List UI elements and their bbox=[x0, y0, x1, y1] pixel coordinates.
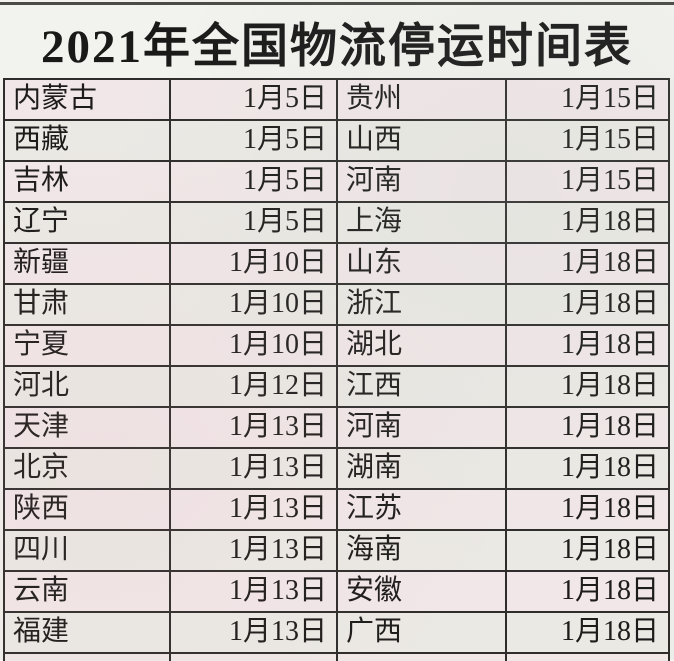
table-row: 西藏 1月5日 山西 1月15日 bbox=[5, 121, 668, 162]
region-cell: 广西 bbox=[338, 613, 507, 652]
date-cell: 1月18日 bbox=[560, 493, 659, 524]
shutdown-schedule-table: 内蒙古 1月5日 贵州 1月15日 西藏 1月5日 山西 1月15日 吉林 1月… bbox=[3, 78, 670, 661]
region-cell: 河南 bbox=[338, 408, 507, 447]
region-cell: 安徽 bbox=[338, 572, 507, 611]
date-cell: 1月5日 bbox=[171, 162, 338, 201]
table-row: 北京 1月13日 湖南 1月18日 bbox=[5, 449, 668, 490]
region-cell: 贵州 bbox=[338, 80, 507, 119]
region-cell: 辽宁 bbox=[5, 203, 171, 242]
region-cell: 天津 bbox=[5, 408, 171, 447]
date-cell: 1月13日 bbox=[171, 531, 338, 570]
region-cell: 吉林 bbox=[5, 162, 171, 201]
region-cell: 陕西 bbox=[5, 490, 171, 529]
date-cell: 1月18日 bbox=[560, 288, 659, 319]
date-cell: 1月10日 bbox=[171, 326, 338, 365]
date-cell: 1月12日 bbox=[171, 367, 338, 406]
region-cell: 云南 bbox=[5, 572, 171, 611]
date-cell: 1月13日 bbox=[171, 449, 338, 488]
region-cell: 甘肃 bbox=[5, 285, 171, 324]
title-bar: 2021年全国物流停运时间表 bbox=[0, 5, 674, 78]
date-cell: 1月10日 bbox=[171, 244, 338, 283]
date-cell: 1月18日 bbox=[560, 329, 659, 360]
region-cell: 河北 bbox=[5, 367, 171, 406]
date-cell: 1月5日 bbox=[171, 80, 338, 119]
date-cell: 1月5日 bbox=[171, 203, 338, 242]
region-cell: 山东 bbox=[338, 244, 507, 283]
region-cell: 海南 bbox=[338, 531, 507, 570]
date-cell: 1月15日 bbox=[560, 83, 659, 114]
table-row: 宁夏 1月10日 湖北 1月18日 bbox=[5, 326, 668, 367]
table-row-cutoff bbox=[5, 654, 668, 661]
region-cell: 河南 bbox=[338, 162, 507, 201]
photo-top-edge-line bbox=[0, 2, 674, 5]
table-row: 辽宁 1月5日 上海 1月18日 bbox=[5, 203, 668, 244]
date-cell: 1月18日 bbox=[560, 575, 659, 606]
table-row: 福建 1月13日 广西 1月18日 bbox=[5, 613, 668, 654]
date-cell: 1月15日 bbox=[560, 124, 659, 155]
table-row: 内蒙古 1月5日 贵州 1月15日 bbox=[5, 80, 668, 121]
region-cell: 浙江 bbox=[338, 285, 507, 324]
date-cell: 1月13日 bbox=[171, 408, 338, 447]
region-cell bbox=[338, 654, 507, 661]
date-cell: 1月18日 bbox=[560, 616, 659, 647]
date-cell: 1月18日 bbox=[560, 411, 659, 442]
date-cell: 1月18日 bbox=[560, 452, 659, 483]
date-cell bbox=[171, 654, 338, 661]
region-cell: 山西 bbox=[338, 121, 507, 160]
region-cell: 湖北 bbox=[338, 326, 507, 365]
table-row: 陕西 1月13日 江苏 1月18日 bbox=[5, 490, 668, 531]
table-row: 吉林 1月5日 河南 1月15日 bbox=[5, 162, 668, 203]
table-row: 甘肃 1月10日 浙江 1月18日 bbox=[5, 285, 668, 326]
date-cell: 1月18日 bbox=[560, 206, 659, 237]
table-row: 四川 1月13日 海南 1月18日 bbox=[5, 531, 668, 572]
date-cell: 1月18日 bbox=[560, 370, 659, 401]
date-cell: 1月10日 bbox=[171, 285, 338, 324]
region-cell: 江西 bbox=[338, 367, 507, 406]
table-row: 河北 1月12日 江西 1月18日 bbox=[5, 367, 668, 408]
region-cell: 北京 bbox=[5, 449, 171, 488]
date-cell: 1月18日 bbox=[560, 247, 659, 278]
date-cell: 1月18日 bbox=[560, 534, 659, 565]
region-cell: 湖南 bbox=[338, 449, 507, 488]
region-cell: 福建 bbox=[5, 613, 171, 652]
table-row: 云南 1月13日 安徽 1月18日 bbox=[5, 572, 668, 613]
date-cell: 1月13日 bbox=[171, 572, 338, 611]
region-cell: 上海 bbox=[338, 203, 507, 242]
date-cell: 1月13日 bbox=[171, 490, 338, 529]
date-cell: 1月15日 bbox=[560, 165, 659, 196]
region-cell: 四川 bbox=[5, 531, 171, 570]
table-row: 新疆 1月10日 山东 1月18日 bbox=[5, 244, 668, 285]
date-cell: 1月5日 bbox=[171, 121, 338, 160]
table-row: 天津 1月13日 河南 1月18日 bbox=[5, 408, 668, 449]
region-cell: 新疆 bbox=[5, 244, 171, 283]
region-cell bbox=[5, 654, 171, 661]
region-cell: 宁夏 bbox=[5, 326, 171, 365]
page-title: 2021年全国物流停运时间表 bbox=[41, 21, 633, 73]
region-cell: 西藏 bbox=[5, 121, 171, 160]
region-cell: 内蒙古 bbox=[5, 80, 171, 119]
date-cell: 1月13日 bbox=[171, 613, 338, 652]
region-cell: 江苏 bbox=[338, 490, 507, 529]
